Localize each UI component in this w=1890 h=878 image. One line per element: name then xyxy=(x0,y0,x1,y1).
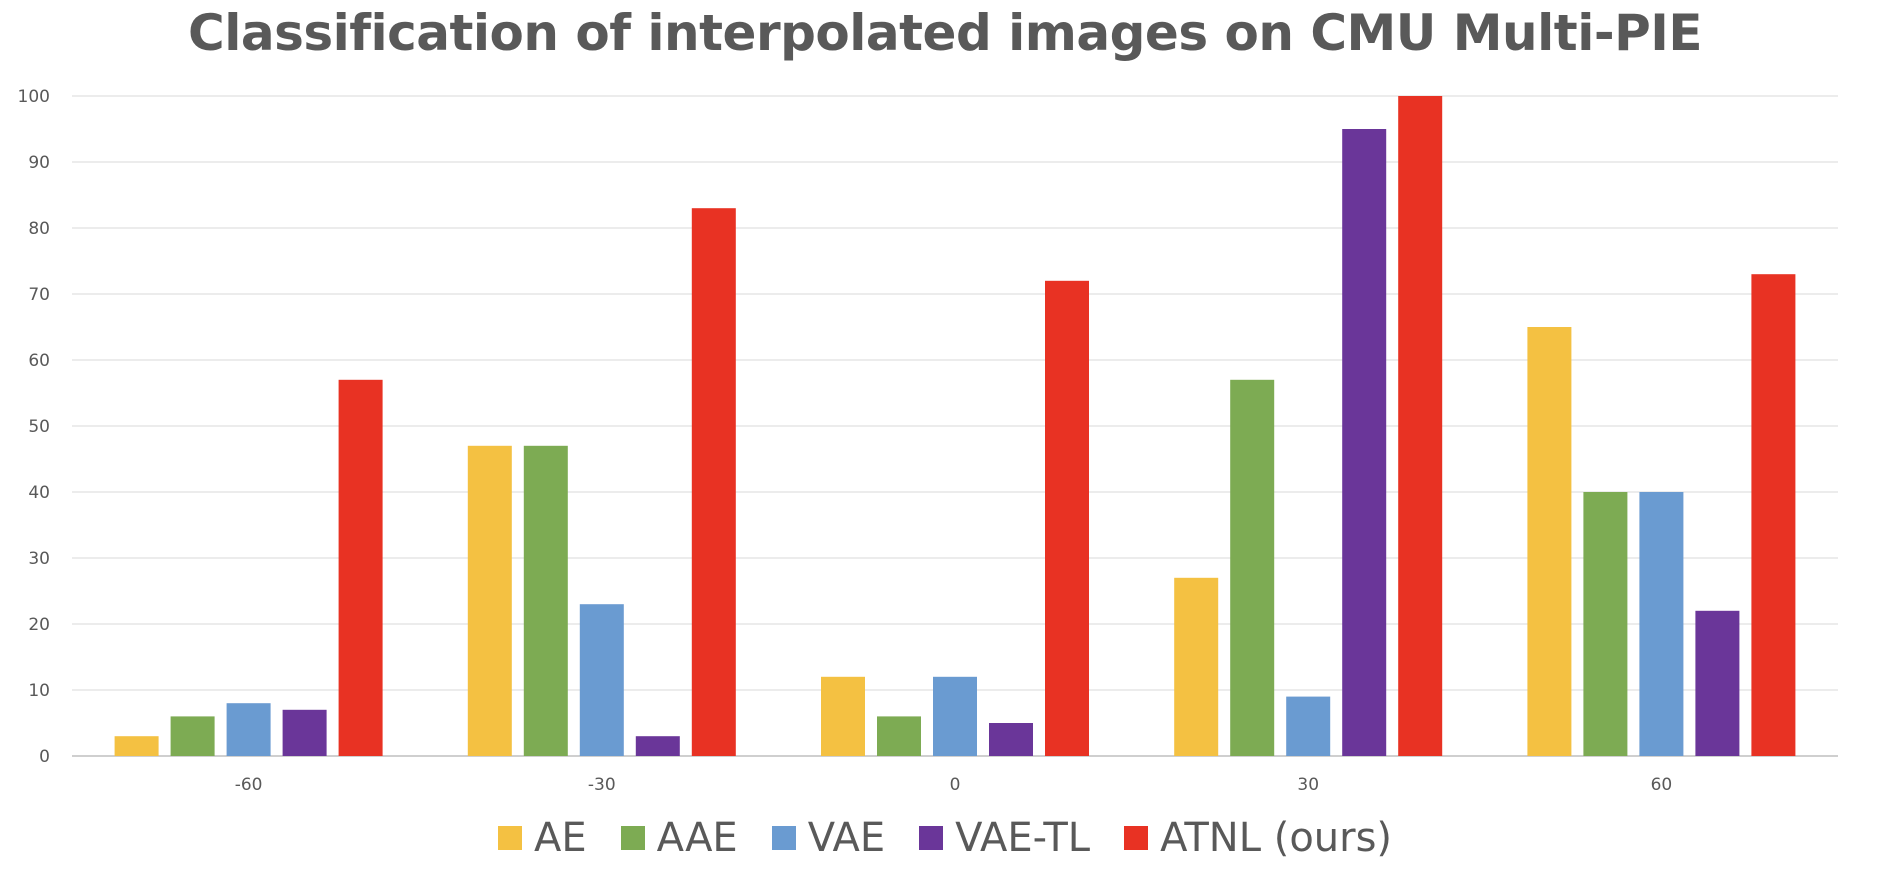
bar-aae--30 xyxy=(523,445,568,756)
bar-vae-tl-60 xyxy=(1695,610,1740,756)
bar-vae-30 xyxy=(1286,696,1331,756)
x-tick-label: 60 xyxy=(1651,775,1673,795)
bar-ae-30 xyxy=(1174,577,1219,756)
legend-item: VAE-TL xyxy=(919,815,1090,861)
gridlines xyxy=(72,95,1838,757)
chart-title: Classification of interpolated images on… xyxy=(188,4,1703,62)
legend-swatch xyxy=(919,826,944,850)
y-tick-label: 20 xyxy=(28,615,50,635)
bar-ae--60 xyxy=(114,736,159,756)
x-tick-label: 0 xyxy=(950,775,961,795)
x-tick-label: -60 xyxy=(235,775,263,795)
y-tick-label: 80 xyxy=(28,219,50,239)
legend-item: AAE xyxy=(620,815,738,861)
y-tick-label: 90 xyxy=(28,153,50,173)
plot-area: 0 10 20 30 40 50 60 70 80 90 100 -60 -30 0 30 60 xyxy=(18,87,1838,795)
legend: AE AAE VAE VAE-TL ATNL (ours) xyxy=(0,815,1890,861)
x-axis-ticks: -60 -30 0 30 60 xyxy=(235,775,1673,795)
x-tick-label: 30 xyxy=(1297,775,1319,795)
bar-atnl-ours-0 xyxy=(1045,280,1089,756)
legend-label: VAE xyxy=(807,815,886,861)
legend-swatch xyxy=(620,826,645,850)
bar-vae-tl-30 xyxy=(1342,129,1387,756)
bar-vae-0 xyxy=(933,676,977,756)
y-axis-ticks: 0 10 20 30 40 50 60 70 80 90 100 xyxy=(18,87,50,767)
bar-vae--30 xyxy=(579,604,624,756)
legend-swatch xyxy=(1124,826,1149,850)
bar-atnl-ours-60 xyxy=(1751,274,1796,756)
bar-aae-30 xyxy=(1230,379,1275,756)
y-tick-label: 70 xyxy=(28,285,50,305)
bar-vae-tl--60 xyxy=(282,709,327,756)
legend-swatch xyxy=(497,826,522,850)
bar-aae-60 xyxy=(1583,492,1628,756)
legend-label: AAE xyxy=(656,815,738,861)
legend-item: AE xyxy=(497,815,587,861)
legend-item: VAE xyxy=(771,815,886,861)
y-tick-label: 60 xyxy=(28,351,50,371)
legend-item: ATNL (ours) xyxy=(1124,815,1392,861)
bar-ae--30 xyxy=(467,445,512,756)
y-tick-label: 10 xyxy=(28,681,50,701)
y-tick-label: 40 xyxy=(28,483,50,503)
bar-vae--60 xyxy=(226,703,271,756)
bar-atnl-ours-30 xyxy=(1398,96,1443,756)
bar-vae-tl--30 xyxy=(635,736,680,756)
bars xyxy=(114,96,1796,756)
x-tick-label: -30 xyxy=(588,775,616,795)
y-tick-label: 30 xyxy=(28,549,50,569)
legend-swatch xyxy=(771,826,796,850)
bar-atnl-ours--60 xyxy=(338,379,383,756)
bar-aae--60 xyxy=(170,716,215,756)
legend-label: VAE-TL xyxy=(955,815,1091,861)
legend-label: AE xyxy=(533,815,587,861)
bar-vae-60 xyxy=(1639,492,1684,756)
legend-label: ATNL (ours) xyxy=(1160,815,1393,861)
bar-ae-60 xyxy=(1527,327,1572,756)
bar-aae-0 xyxy=(877,716,921,756)
bar-atnl-ours--30 xyxy=(691,208,736,756)
y-tick-label: 100 xyxy=(18,87,50,107)
y-tick-label: 50 xyxy=(28,417,50,437)
y-tick-label: 0 xyxy=(39,747,50,767)
bar-vae-tl-0 xyxy=(989,723,1033,756)
bar-ae-0 xyxy=(821,676,865,756)
